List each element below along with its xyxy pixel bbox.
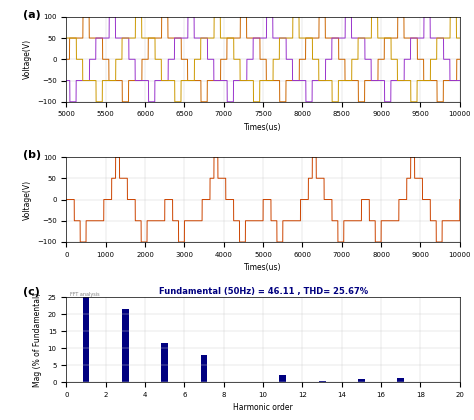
Text: (c): (c) <box>23 287 40 297</box>
Bar <box>201 355 208 382</box>
Text: (a): (a) <box>23 10 41 20</box>
Bar <box>122 309 129 382</box>
X-axis label: Harmonic order: Harmonic order <box>233 404 293 412</box>
Title: Fundamental (50Hz) = 46.11 , THD= 25.67%: Fundamental (50Hz) = 46.11 , THD= 25.67% <box>158 287 368 297</box>
Bar <box>358 380 365 382</box>
X-axis label: Times(us): Times(us) <box>244 123 282 132</box>
Y-axis label: Mag (% of Fundamental): Mag (% of Fundamental) <box>33 293 42 387</box>
Bar <box>279 375 286 382</box>
Y-axis label: Voltage(V): Voltage(V) <box>23 39 32 79</box>
Bar <box>82 296 90 382</box>
Text: FFT analysis: FFT analysis <box>70 292 100 297</box>
X-axis label: Times(us): Times(us) <box>244 263 282 272</box>
Text: (b): (b) <box>23 150 41 160</box>
Bar <box>161 343 168 382</box>
Y-axis label: Voltage(V): Voltage(V) <box>23 179 32 220</box>
Bar <box>397 378 404 382</box>
Bar <box>319 381 326 382</box>
